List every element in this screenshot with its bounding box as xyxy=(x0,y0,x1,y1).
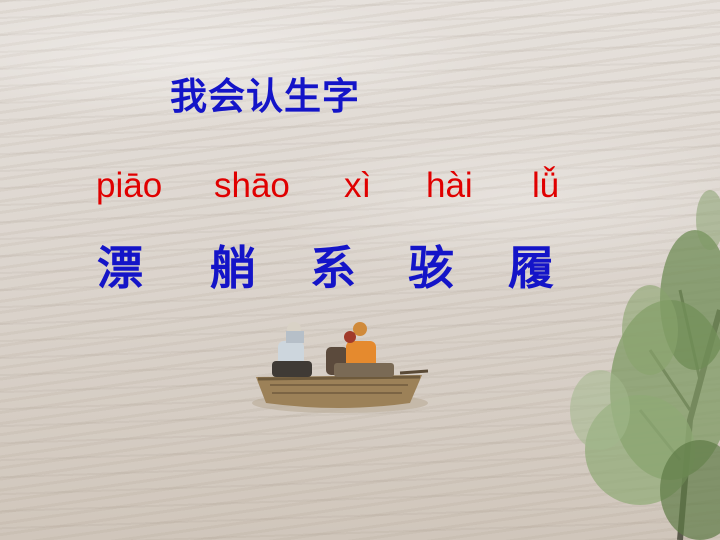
hanzi-1: 漂 xyxy=(97,241,143,295)
hanzi-4: 骇 xyxy=(408,241,454,295)
hanzi-3: 系 xyxy=(310,241,356,295)
pinyin-5: lǚ xyxy=(532,166,560,205)
boat-photo xyxy=(252,322,429,413)
pinyin-3: xì xyxy=(344,166,372,205)
hanzi-2: 艄 xyxy=(210,241,256,295)
tree-photo xyxy=(570,190,720,540)
pinyin-2: shāo xyxy=(214,166,290,205)
hanzi-5: 履 xyxy=(508,241,554,295)
pinyin-4: hài xyxy=(426,166,473,205)
pinyin-1: piāo xyxy=(96,166,163,205)
slide-title: 我会认生字 xyxy=(170,75,360,118)
